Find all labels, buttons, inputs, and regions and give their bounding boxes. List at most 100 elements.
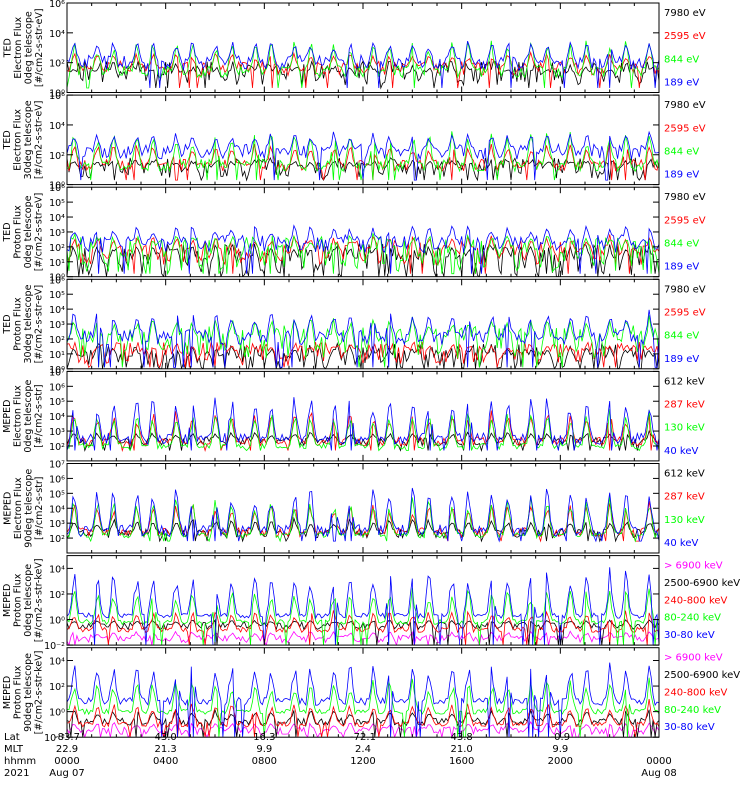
bottom-axis-mlt-4: 2.4: [355, 744, 371, 755]
y-tick-label-3-1: 10⁰: [49, 273, 65, 284]
panel-2-traces: [67, 130, 659, 182]
legend-entry-4-1: 7980 eV: [664, 284, 706, 295]
series-line-6-3: [67, 496, 659, 543]
legend-entry-5-2: 287 keV: [664, 400, 705, 411]
panel-8-traces: [67, 662, 659, 738]
bottom-axis-lat-4: -72.1: [350, 732, 376, 743]
y-tick-label-8-3: 10²: [49, 682, 65, 693]
y-tick-label-3-4: 10³: [49, 228, 65, 239]
y-tick-label-3-6: 10⁵: [49, 198, 65, 209]
y-tick-label-5-2: 10³: [49, 427, 65, 438]
bottom-axis-hhmm-7: 0000: [646, 756, 671, 767]
series-line-1-2: [67, 50, 659, 89]
y-axis-label-4-1: TED: [2, 314, 13, 334]
panel-5: 10² 10³ 10⁴ 10⁵ 10⁶ 10⁷ MEPED Electron Flux 0deg…: [2, 367, 705, 462]
panel-5-traces: [67, 397, 659, 452]
y-tick-label-1-4: 10⁶: [49, 0, 65, 10]
panel-6-traces: [67, 487, 659, 543]
panel-6-frame: [66, 463, 660, 554]
y-axis-label-3-2: Proton Flux: [13, 205, 24, 259]
y-tick-label-6-6: 10⁷: [49, 460, 65, 471]
y-tick-label-5-1: 10²: [49, 442, 65, 453]
y-axis-label-4-4: [#/cm2-s-str-eV]: [34, 285, 45, 364]
y-tick-label-1-3: 10⁴: [49, 29, 65, 40]
series-line-8-2: [67, 708, 659, 738]
y-tick-label-4-7: 10⁶: [49, 275, 65, 286]
series-line-1-1: [67, 60, 659, 90]
y-tick-label-4-6: 10⁵: [49, 290, 65, 301]
series-line-3-2: [67, 234, 659, 274]
y-axis-label-1-2: Electron Flux: [13, 17, 24, 79]
y-tick-label-8-4: 10⁴: [49, 656, 65, 667]
panel-3-frame: [66, 186, 660, 278]
legend-entry-4-4: 189 eV: [664, 354, 699, 365]
y-axis-label-2-3: 30deg telescope: [23, 100, 34, 179]
legend-entry-3-1: 7980 eV: [664, 192, 706, 203]
y-tick-label-1-1: 10⁰: [49, 89, 65, 100]
y-tick-label-7-4: 10⁴: [49, 564, 65, 575]
bottom-row-label-2: MLT: [4, 744, 24, 755]
series-line-4-3: [67, 315, 659, 368]
y-axis-label-7-4: [#/cm2-s-str-keV]: [34, 558, 45, 642]
bottom-axis-lat-5: 43.8: [451, 732, 473, 743]
y-axis-label-6-3: 90deg telescope: [23, 469, 34, 548]
panel-3: 10⁰ 10¹ 10² 10³ 10⁴ 10⁵ 10⁶ TED Proton Flux 0deg …: [2, 183, 706, 284]
legend-entry-5-4: 40 keV: [664, 446, 698, 457]
bottom-axis-date-7: Aug 08: [641, 768, 676, 779]
y-axis-label-8-1: MEPED: [2, 676, 13, 709]
bottom-axis-hhmm-5: 1600: [449, 756, 474, 767]
y-tick-label-5-6: 10⁷: [49, 367, 65, 378]
y-axis-label-4-3: 30deg telescope: [23, 284, 34, 363]
y-axis-label-2-4: [#/cm2-s-str-eV]: [34, 101, 45, 180]
y-axis-label-5-4: [#/cm2-s-str]: [34, 384, 45, 447]
y-tick-label-3-2: 10¹: [49, 258, 65, 269]
y-tick-label-5-4: 10⁵: [49, 397, 65, 408]
y-tick-label-7-2: 10⁰: [49, 616, 65, 627]
legend-entry-3-3: 844 eV: [664, 239, 699, 250]
y-axis-label-5-1: MEPED: [2, 400, 13, 433]
y-axis-label-3-1: TED: [2, 222, 13, 242]
bottom-axis-hhmm-6: 2000: [548, 756, 573, 767]
legend-entry-4-3: 844 eV: [664, 331, 699, 342]
y-tick-label-6-5: 10⁶: [49, 474, 65, 485]
y-tick-label-7-3: 10²: [49, 590, 65, 601]
y-tick-label-5-5: 10⁶: [49, 382, 65, 393]
legend-entry-8-3: 240-800 keV: [664, 687, 728, 698]
series-line-8-3: [67, 698, 659, 738]
y-tick-label-6-2: 10³: [49, 519, 65, 530]
legend-entry-8-5: 30-80 keV: [664, 722, 715, 733]
y-axis-label-6-1: MEPED: [2, 492, 13, 525]
series-line-7-4: [67, 588, 659, 646]
y-tick-label-5-3: 10⁴: [49, 412, 65, 423]
y-tick-label-7-1: 10⁻²: [44, 641, 65, 652]
legend-entry-1-1: 7980 eV: [664, 8, 706, 19]
y-tick-label-4-5: 10⁴: [49, 305, 65, 316]
legend-entry-7-1: > 6900 keV: [664, 561, 723, 572]
y-axis-label-6-4: [#/cm2-s-str]: [34, 477, 45, 540]
legend-entry-7-3: 240-800 keV: [664, 595, 728, 606]
y-tick-label-3-3: 10²: [49, 243, 65, 254]
legend-entry-7-2: 2500-6900 keV: [664, 578, 740, 589]
y-axis-label-4-2: Proton Flux: [13, 297, 24, 351]
y-axis-label-8-2: Proton Flux: [13, 665, 24, 719]
bottom-axis-mlt-5: 21.0: [451, 744, 473, 755]
bottom-axis-lat-6: -0.9: [551, 732, 571, 743]
y-tick-label-4-4: 10³: [49, 320, 65, 331]
bottom-row-label-4: 2021: [4, 768, 29, 779]
y-axis-label-7-1: MEPED: [2, 584, 13, 617]
bottom-axis-hhmm-2: 0400: [153, 756, 178, 767]
y-axis-label-5-2: Electron Flux: [13, 385, 24, 447]
legend-entry-2-4: 189 eV: [664, 170, 699, 181]
bottom-axis-lat-3: 16.3: [253, 732, 275, 743]
legend-entry-8-1: > 6900 keV: [664, 653, 723, 664]
legend-entry-6-2: 287 keV: [664, 492, 705, 503]
y-axis-label-3-3: 0deg telescope: [23, 195, 34, 268]
y-tick-label-4-3: 10²: [49, 335, 65, 346]
y-axis-label-6-2: Electron Flux: [13, 477, 24, 539]
bottom-row-label-1: Lat: [4, 732, 20, 743]
y-tick-label-6-1: 10²: [49, 534, 65, 545]
series-line-7-5: [67, 567, 659, 646]
y-axis-label-1-4: [#/cm2-s-str-eV]: [34, 8, 45, 87]
